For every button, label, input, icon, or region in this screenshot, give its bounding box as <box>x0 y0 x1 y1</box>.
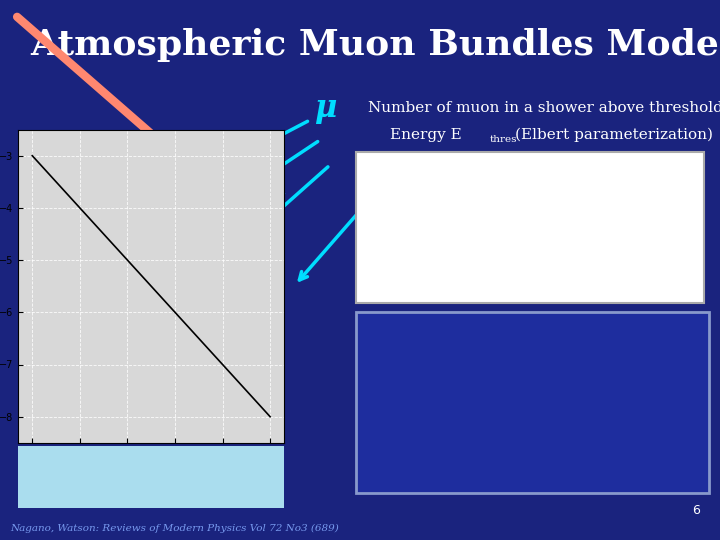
Text: $E_{CR} = AE_{thres}\left(\dfrac{E_{\mu}^{Bundle}}{AE_T}\dfrac{\alpha-1}{\alpha}: $E_{CR} = AE_{thres}\left(\dfrac{E_{\mu}… <box>393 203 677 253</box>
Text: and: and <box>521 373 549 387</box>
Text: contributes to muons in shower: contributes to muons in shower <box>413 348 657 362</box>
Text: Atmospheric Muon Bundles Model: Atmospheric Muon Bundles Model <box>30 28 720 62</box>
Text: μ: μ <box>314 92 336 124</box>
Text: gives: gives <box>515 423 555 437</box>
Text: Nagano, Watson: Reviews of Modern Physics Vol 72 No3 (689): Nagano, Watson: Reviews of Modern Physic… <box>10 523 338 532</box>
Text: Number of muon in a shower above threshold: Number of muon in a shower above thresho… <box>368 101 720 115</box>
Text: Energy E: Energy E <box>390 128 462 142</box>
Text: μ: μ <box>265 186 285 213</box>
Text: 6: 6 <box>692 503 700 516</box>
Text: log Cosmic-Ray Energy: log Cosmic-Ray Energy <box>41 469 254 487</box>
Text: This relation - CR energy and energy: This relation - CR energy and energy <box>392 323 678 337</box>
Text: (Elbert parameterization): (Elbert parameterization) <box>515 128 713 142</box>
Text: atmospheric μ bundle flux: atmospheric μ bundle flux <box>434 448 636 462</box>
Text: thres: thres <box>490 136 518 145</box>
Text: CR flux intensity: CR flux intensity <box>470 398 600 412</box>
